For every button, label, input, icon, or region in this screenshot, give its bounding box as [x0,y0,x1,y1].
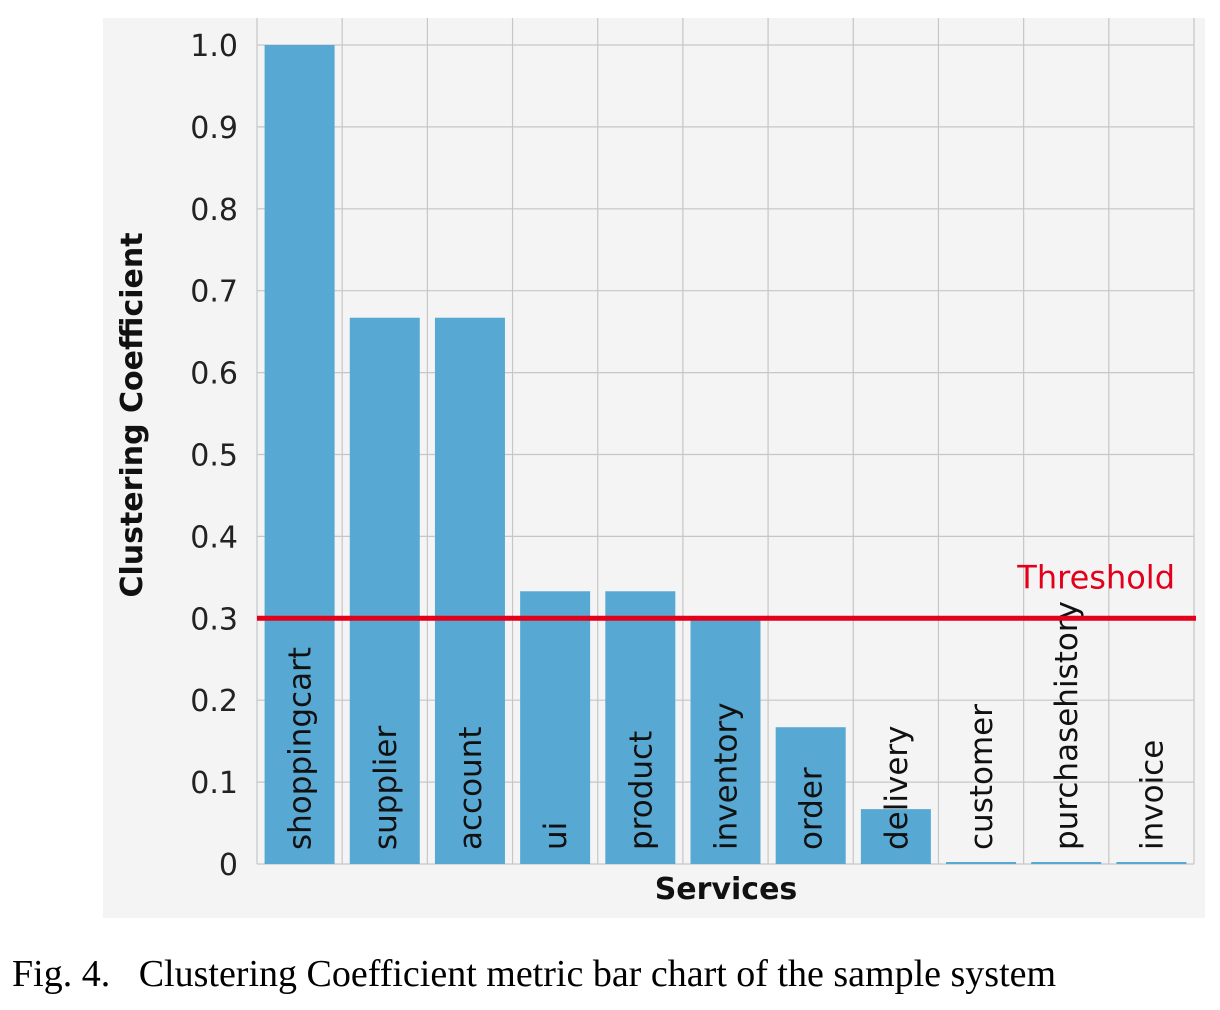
bars [264,45,1187,864]
bar [520,591,591,864]
y-tick-label: 0.3 [190,602,238,637]
y-tick-label: 0.5 [190,439,238,474]
bar [946,862,1017,864]
bar-category-label: account [453,726,489,850]
bar-category-label: invoice [1134,740,1170,850]
bar-category-label: shoppingcart [283,647,319,850]
bar [1116,862,1187,864]
y-tick-label: 0.8 [190,193,238,228]
bar-category-label: order [794,767,830,850]
y-tick-label: 0.1 [190,766,238,801]
threshold: Threshold [257,558,1196,621]
y-tick-label: 0 [219,848,238,883]
bar-category-label: customer [964,704,1000,850]
bar [264,45,335,864]
y-axis-ticks: 0 0.1 0.2 0.3 0.4 0.5 0.6 0.7 0.8 0.9 1.0 [190,29,238,883]
threshold-label: Threshold [1016,558,1175,596]
bar [860,809,931,864]
bar-category-label: product [623,731,659,850]
bar-category-label: ui [538,822,574,850]
bar [690,618,761,864]
bar-chart: 0 0.1 0.2 0.3 0.4 0.5 0.6 0.7 0.8 0.9 1.0 shopping… [115,18,1196,907]
bar-labels: shoppingcart supplier account ui product inve… [283,601,1171,850]
bar [1031,862,1102,864]
y-tick-label: 0.7 [190,275,238,310]
bar-category-label: purchasehistory [1049,601,1085,850]
bar-category-label: supplier [368,726,404,850]
bar [605,591,676,864]
bar-category-label: inventory [709,702,745,850]
y-tick-label: 1.0 [190,29,238,64]
y-tick-label: 0.4 [190,520,238,555]
bar [349,317,420,864]
y-axis-title: Clustering Coefficient [115,232,150,597]
y-tick-label: 0.6 [190,357,238,392]
y-tick-label: 0.9 [190,111,238,146]
x-axis-title: Services [655,872,798,907]
bar [775,727,846,864]
bar [434,317,505,864]
y-tick-label: 0.2 [190,684,238,719]
bar-category-label: delivery [879,726,915,850]
figure-caption: Fig. 4. Clustering Coefficient metric ba… [12,953,1057,995]
